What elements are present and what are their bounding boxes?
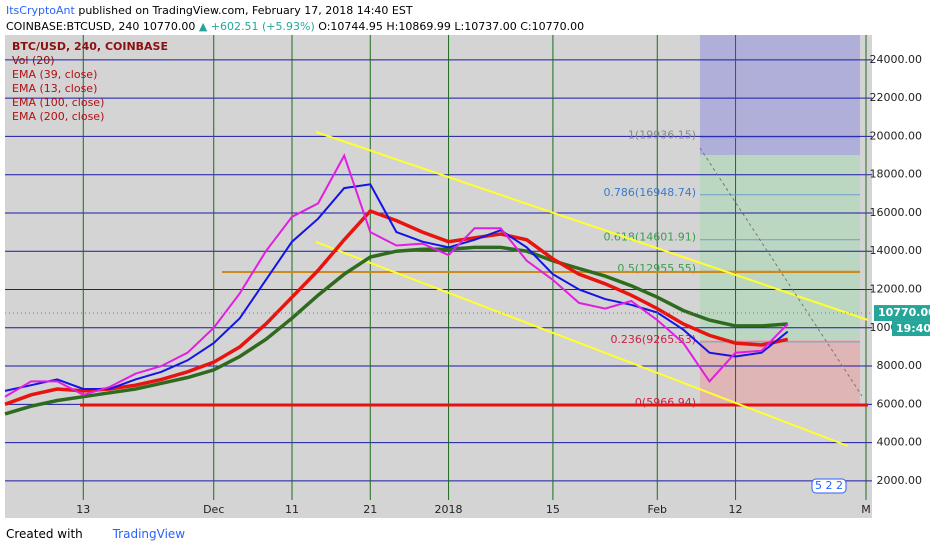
x-tick-label: 2018 xyxy=(435,503,463,516)
footer: Created with TradingView xyxy=(6,527,185,541)
x-tick-label: Dec xyxy=(203,503,224,516)
ema-line xyxy=(4,153,789,398)
time-axis-bg xyxy=(5,500,872,518)
quote-line: COINBASE:BTCUSD, 240 10770.00 ▲ +602.51 … xyxy=(6,19,926,35)
x-tick-label: 12 xyxy=(729,503,743,516)
y-tick-label: 4000.00 xyxy=(877,436,923,449)
y-tick-label: 16000.00 xyxy=(870,206,923,219)
y-tick-label: 8000.00 xyxy=(877,359,923,372)
y-tick-label: 6000.00 xyxy=(877,397,923,410)
legend-entry: BTC/USD, 240, COINBASE xyxy=(12,40,168,53)
published: published on TradingView.com, February 1… xyxy=(78,4,413,17)
y-tick-label: 24000.00 xyxy=(870,53,923,66)
fib-label: 0.786(16948.74) xyxy=(603,186,696,199)
y-tick-label: 18000.00 xyxy=(870,168,923,181)
fib-zone xyxy=(700,155,860,340)
ema-line xyxy=(4,245,788,416)
y-tick-label: 12000.00 xyxy=(870,283,923,296)
brand[interactable]: TradingView xyxy=(112,527,186,541)
last: 10770.00 xyxy=(142,20,196,33)
x-tick-label: 13 xyxy=(76,503,90,516)
ohlc: H:10869.99 xyxy=(386,20,451,33)
x-tick-label: 11 xyxy=(285,503,299,516)
publisher[interactable]: ItsCryptoAnt xyxy=(6,4,75,17)
ema-line xyxy=(4,208,789,406)
change: ▲ +602.51 (+5.93%) xyxy=(198,20,315,33)
ohlc: L:10737.00 xyxy=(454,20,517,33)
position-stop xyxy=(700,340,860,405)
y-tick-label: 14000.00 xyxy=(870,244,923,257)
countdown-box xyxy=(892,321,930,337)
y-tick-label: 20000.00 xyxy=(870,129,923,142)
publish-line: ItsCryptoAnt published on TradingView.co… xyxy=(6,3,926,19)
ohlc: C:10770.00 xyxy=(520,20,585,33)
last-price-label: 10770.00 xyxy=(878,306,932,319)
y-tick-label: 2000.00 xyxy=(877,474,923,487)
badge: 5 2 2 xyxy=(815,479,843,492)
ema-line xyxy=(4,183,789,392)
legend-entry: Vol (20) xyxy=(12,54,55,67)
ohlc: O:10744.95 xyxy=(318,20,383,33)
legend-entry: EMA (200, close) xyxy=(12,110,104,123)
channel-upper xyxy=(315,131,869,321)
legend-entry: EMA (13, close) xyxy=(12,82,97,95)
x-tick-label: 15 xyxy=(546,503,560,516)
fib-label: 0.5(12955.55) xyxy=(617,262,696,275)
badge-bg xyxy=(811,478,847,494)
fib-label: 0(5966.94) xyxy=(635,396,696,409)
last-price-box xyxy=(874,305,930,322)
x-tick-label: 21 xyxy=(363,503,377,516)
projection xyxy=(699,147,863,397)
x-tick-label: Feb xyxy=(648,503,667,516)
legend-entry: EMA (39, close) xyxy=(12,68,97,81)
y-tick-label: 22000.00 xyxy=(870,91,923,104)
symbol: COINBASE:BTCUSD, 240 xyxy=(6,20,140,33)
created: Created with xyxy=(6,527,83,541)
chart: 2000.004000.006000.008000.0010000.001200… xyxy=(4,35,932,518)
fib-label: 0.618(14601.91) xyxy=(603,231,696,244)
x-tick-label: M xyxy=(861,503,871,516)
header: ItsCryptoAnt published on TradingView.co… xyxy=(6,3,926,35)
countdown-label: 19:40 xyxy=(896,322,931,335)
position-target xyxy=(700,35,860,155)
fib-label: 1(19936.15) xyxy=(628,129,696,142)
legend-entry: EMA (100, close) xyxy=(12,96,104,109)
channel-lower xyxy=(315,241,849,447)
